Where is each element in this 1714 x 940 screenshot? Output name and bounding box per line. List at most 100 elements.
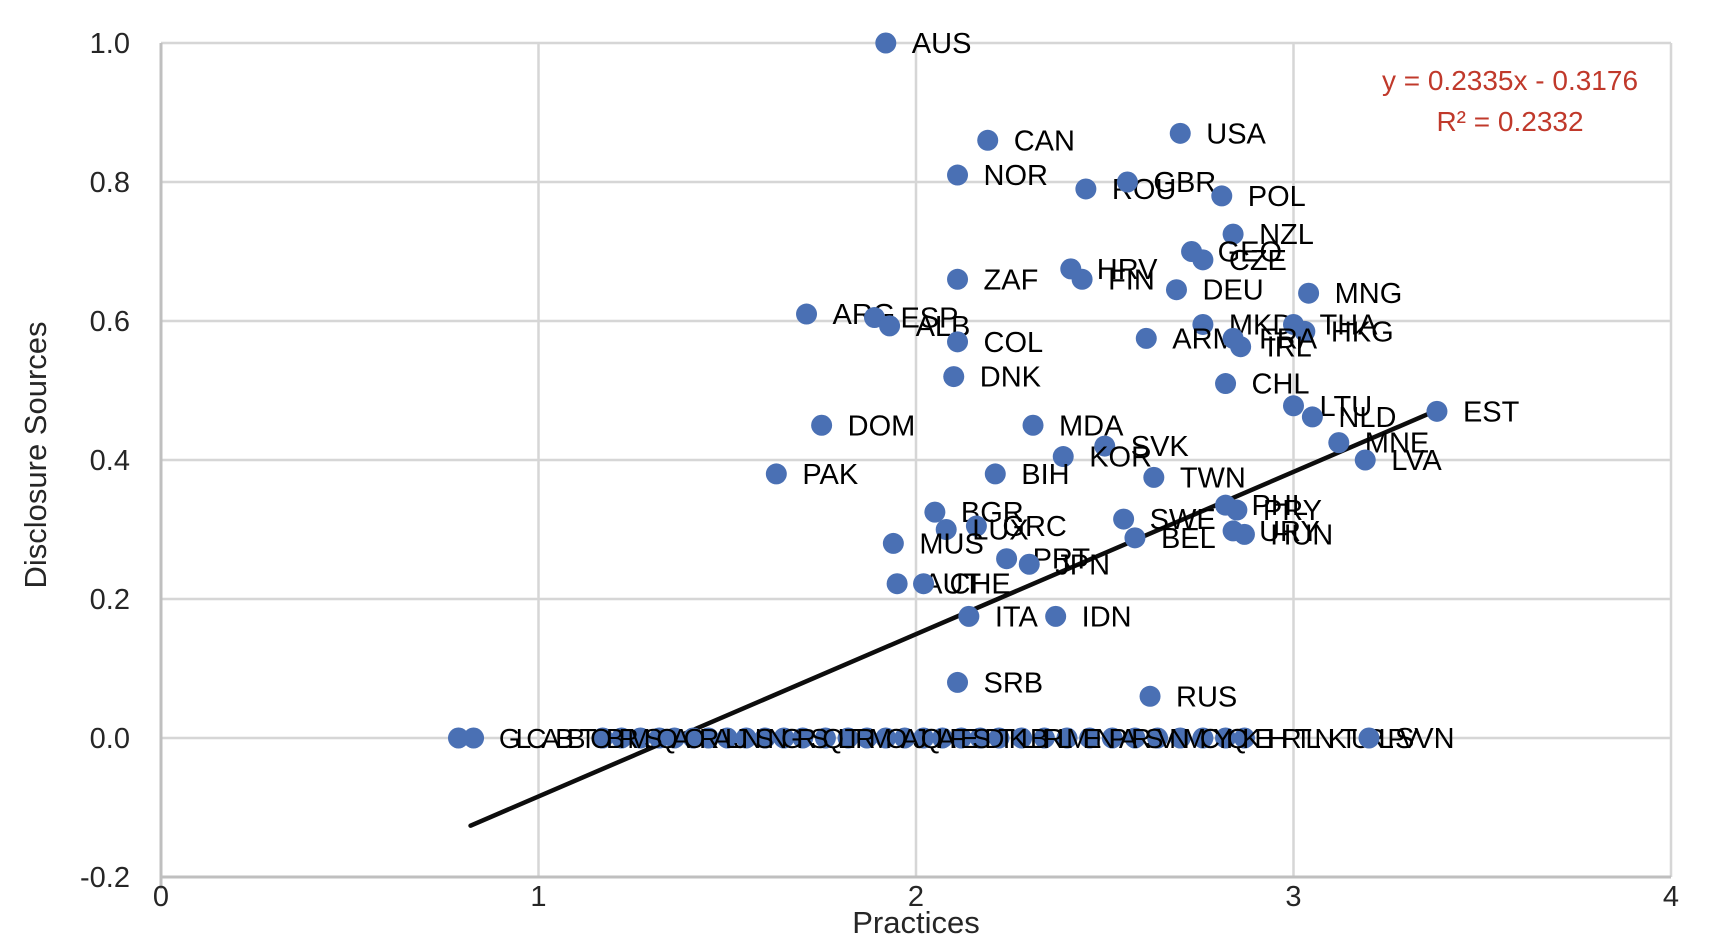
data-point-dot bbox=[943, 366, 965, 388]
data-point-dot bbox=[1056, 727, 1078, 749]
data-point-dot bbox=[735, 727, 757, 749]
data-point-label: RUS bbox=[1176, 681, 1237, 713]
y-tick-label: 0.8 bbox=[90, 167, 130, 199]
data-point-dot bbox=[1033, 727, 1055, 749]
data-point-label: DEU bbox=[1202, 275, 1263, 307]
data-point-dot bbox=[1018, 553, 1040, 575]
data-point-dot bbox=[984, 463, 1006, 485]
data-point-dot bbox=[947, 268, 969, 290]
data-point-dot bbox=[931, 727, 953, 749]
data-point-label: SVK bbox=[1131, 431, 1190, 463]
data-point-dot bbox=[1101, 727, 1123, 749]
data-point-dot bbox=[765, 463, 787, 485]
data-point-dot bbox=[1192, 313, 1214, 335]
data-point-dot bbox=[1426, 400, 1448, 422]
data-point-dot bbox=[1301, 406, 1323, 428]
data-point-dot bbox=[1192, 249, 1214, 271]
data-point-label: LVA bbox=[1391, 445, 1442, 477]
data-point-dot bbox=[913, 727, 935, 749]
data-point-dot bbox=[1215, 727, 1237, 749]
data-point-dot bbox=[894, 727, 916, 749]
data-point-dot bbox=[629, 727, 651, 749]
data-point-label: USA bbox=[1206, 118, 1266, 150]
data-point-dot bbox=[1354, 449, 1376, 471]
y-tick-label: -0.2 bbox=[80, 862, 130, 894]
data-point-label: TWN bbox=[1180, 462, 1246, 494]
data-point-dot bbox=[977, 129, 999, 151]
data-point-dot bbox=[754, 727, 776, 749]
data-point-dot bbox=[886, 573, 908, 595]
data-point-label: NLD bbox=[1338, 402, 1396, 434]
data-point-label: HRV bbox=[1097, 254, 1158, 286]
data-point-dot bbox=[969, 727, 991, 749]
data-point-label: GEO bbox=[1218, 237, 1282, 269]
y-tick-label: 0.0 bbox=[90, 723, 130, 755]
data-point-label: KOR bbox=[1089, 442, 1152, 474]
data-point-dot bbox=[988, 727, 1010, 749]
data-point-label: ITA bbox=[995, 601, 1039, 633]
data-point-label: HKG bbox=[1331, 316, 1394, 348]
data-point-dot bbox=[811, 414, 833, 436]
data-point-dot bbox=[1135, 327, 1157, 349]
data-point-dot bbox=[1328, 432, 1350, 454]
data-point-dot bbox=[996, 548, 1018, 570]
data-point-dot bbox=[950, 727, 972, 749]
data-point-dot bbox=[648, 727, 670, 749]
data-point-dot bbox=[1165, 279, 1187, 301]
data-point-label: MDA bbox=[1059, 410, 1124, 442]
data-point-dot bbox=[792, 727, 814, 749]
overlapping-label-smear: GLCAB bbox=[499, 723, 573, 754]
data-point-dot bbox=[1124, 527, 1146, 549]
data-point-label: MUS bbox=[919, 528, 983, 560]
data-point-dot bbox=[1045, 605, 1067, 627]
data-point-dot bbox=[611, 727, 633, 749]
data-point-dot bbox=[1211, 185, 1233, 207]
data-point-dot bbox=[935, 519, 957, 540]
data-point-label: ZAF bbox=[984, 264, 1039, 296]
trendline bbox=[468, 407, 1440, 828]
data-point-label: DNK bbox=[980, 362, 1042, 394]
data-point-dot bbox=[1071, 268, 1093, 290]
data-point-dot bbox=[875, 727, 897, 749]
data-point-dot bbox=[1022, 414, 1044, 436]
data-point-label: PAK bbox=[802, 459, 859, 491]
data-point-dot bbox=[814, 727, 836, 749]
data-point-label: PRT bbox=[1033, 544, 1091, 576]
x-tick-label: 0 bbox=[153, 881, 169, 913]
data-point-label: URY bbox=[1259, 516, 1320, 548]
data-point-label: POL bbox=[1248, 181, 1306, 213]
y-tick-label: 1.0 bbox=[90, 28, 130, 60]
data-point-dot bbox=[1143, 466, 1165, 488]
data-point-dot bbox=[882, 532, 904, 554]
data-point-label: JPN bbox=[1055, 549, 1110, 581]
data-point-dot bbox=[1113, 508, 1135, 530]
trendline-equation-block: y = 0.2335x - 0.3176 R² = 0.2332 bbox=[1360, 60, 1660, 142]
data-point-dot bbox=[447, 727, 469, 749]
data-point-label: IDN bbox=[1082, 601, 1132, 633]
data-point-dot bbox=[1124, 727, 1146, 749]
data-point-dot bbox=[958, 605, 980, 627]
data-point-dot bbox=[1169, 122, 1191, 144]
data-point-dot bbox=[965, 515, 987, 537]
data-point-dot bbox=[1011, 727, 1033, 749]
data-point-dot bbox=[796, 303, 818, 325]
data-point-dot bbox=[924, 501, 946, 523]
data-point-dot bbox=[1215, 373, 1237, 395]
data-point-label: ESP bbox=[900, 303, 958, 335]
data-point-dot bbox=[1169, 727, 1191, 749]
data-point-label: EST bbox=[1463, 396, 1520, 428]
y-axis-title: Disclosure Sources bbox=[18, 321, 53, 589]
data-point-dot bbox=[663, 727, 685, 749]
data-point-label: PRY bbox=[1263, 495, 1322, 527]
data-point-dot bbox=[947, 164, 969, 186]
data-point-dot bbox=[1233, 523, 1255, 545]
data-point-dot bbox=[1298, 282, 1320, 304]
data-point-label: FRA bbox=[1259, 323, 1318, 355]
data-point-dot bbox=[1116, 171, 1138, 193]
data-point-dot bbox=[947, 671, 969, 693]
x-tick-label: 2 bbox=[908, 881, 924, 913]
data-point-dot bbox=[879, 315, 901, 337]
data-point-label: CZE bbox=[1229, 245, 1287, 277]
